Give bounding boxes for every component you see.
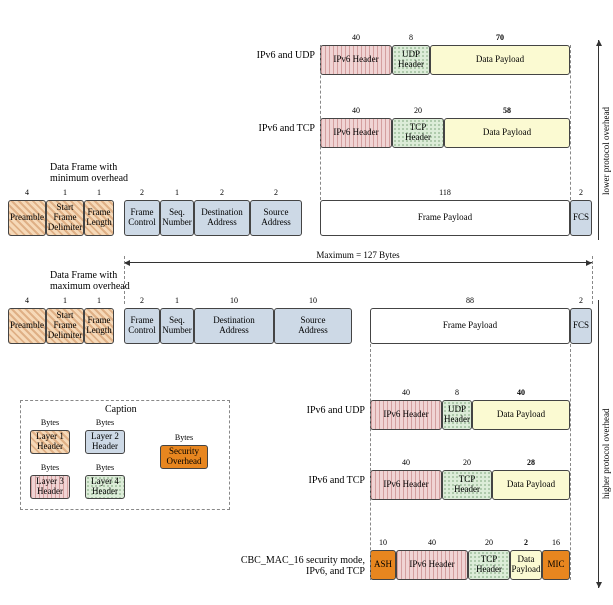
data-payload-bytes: 70 [430, 33, 570, 42]
mic-bytes: 16 [542, 538, 570, 547]
security-overhead: Security Overhead [160, 445, 208, 469]
source-address: Source Address [274, 308, 352, 344]
udp-header-bytes: 8 [442, 388, 472, 397]
dest-address: Destination Address [194, 308, 274, 344]
frame-payload: Frame Payload [370, 308, 570, 344]
tcp-header: TCP Header [442, 470, 492, 500]
frame-control-bytes: 2 [124, 188, 160, 197]
frame-payload: Frame Payload [320, 200, 570, 236]
overhead-axis-upper [598, 40, 599, 240]
source-address-bytes: 10 [274, 296, 352, 305]
data-payload: Data Payload [430, 45, 570, 75]
fcs-bytes: 2 [570, 188, 592, 197]
ipv6-header-bytes: 40 [320, 106, 392, 115]
preamble-bytes: 4 [8, 296, 46, 305]
frame-length: Frame Length [84, 308, 114, 344]
data-payload-bytes: 2 [510, 538, 542, 547]
data-payload: Data Payload [472, 400, 570, 430]
data-payload: Data Payload [510, 550, 542, 580]
tcp-header-bytes: 20 [468, 538, 510, 547]
frame-control: Frame Control [124, 200, 160, 236]
overhead-axis-label-upper: lower protocol overhead [601, 85, 611, 195]
row-label: CBC_MAC_16 security mode, IPv6, and TCP [205, 555, 365, 577]
section-title: Data Frame with minimum overhead [50, 162, 170, 184]
vertical-guide [570, 344, 571, 580]
fcs: FCS [570, 200, 592, 236]
data-payload-bytes: 28 [492, 458, 570, 467]
row-label: IPv6 and UDP [155, 50, 315, 61]
dest-address: Destination Address [194, 200, 250, 236]
ipv6-header-bytes: 40 [320, 33, 392, 42]
source-address: Source Address [250, 200, 302, 236]
row-label: IPv6 and TCP [155, 123, 315, 134]
data-payload: Data Payload [492, 470, 570, 500]
start-frame-delimiter: Start Frame Delimiter [46, 200, 84, 236]
seq-number: Seq. Number [160, 308, 194, 344]
layer4-header: Layer 4 Header [85, 475, 125, 499]
ash-bytes: 10 [370, 538, 396, 547]
max-bytes-label: Maximum = 127 Bytes [124, 250, 592, 260]
ipv6-header-bytes: 40 [370, 388, 442, 397]
ipv6-header: IPv6 Header [320, 118, 392, 148]
udp-header-bytes: 8 [392, 33, 430, 42]
layer1-header-bytes: Bytes [30, 418, 70, 427]
layer2-header-bytes: Bytes [85, 418, 125, 427]
ash: ASH [370, 550, 396, 580]
data-payload-bytes: 58 [444, 106, 570, 115]
preamble-bytes: 4 [8, 188, 46, 197]
tcp-header: TCP Header [468, 550, 510, 580]
ipv6-header: IPv6 Header [370, 470, 442, 500]
layer3-header: Layer 3 Header [30, 475, 70, 499]
frame-length-bytes: 1 [84, 188, 114, 197]
seq-number: Seq. Number [160, 200, 194, 236]
ipv6-header-bytes: 40 [370, 458, 442, 467]
ipv6-header: IPv6 Header [396, 550, 468, 580]
vertical-guide [370, 344, 371, 580]
ipv6-header: IPv6 Header [320, 45, 392, 75]
vertical-guide [570, 45, 571, 200]
caption-title: Caption [105, 404, 137, 415]
layer3-header-bytes: Bytes [30, 463, 70, 472]
tcp-header-bytes: 20 [392, 106, 444, 115]
frame-control-bytes: 2 [124, 296, 160, 305]
vertical-guide [320, 45, 321, 200]
dest-address-bytes: 10 [194, 296, 274, 305]
layer1-header: Layer 1 Header [30, 430, 70, 454]
frame-control: Frame Control [124, 308, 160, 344]
security-overhead-bytes: Bytes [160, 433, 208, 442]
frame-length: Frame Length [84, 200, 114, 236]
udp-header: UDP Header [392, 45, 430, 75]
data-payload-bytes: 40 [472, 388, 570, 397]
overhead-axis-label-lower: higher protocol overhead [601, 389, 611, 499]
ipv6-header-bytes: 40 [396, 538, 468, 547]
preamble: Preamble [8, 200, 46, 236]
fcs-bytes: 2 [570, 296, 592, 305]
tcp-header-bytes: 20 [442, 458, 492, 467]
frame-payload-bytes: 118 [320, 188, 570, 197]
start-frame-delimiter-bytes: 1 [46, 188, 84, 197]
preamble: Preamble [8, 308, 46, 344]
udp-header: UDP Header [442, 400, 472, 430]
section-title: Data Frame with maximum overhead [50, 270, 170, 292]
mic: MIC [542, 550, 570, 580]
layer2-header: Layer 2 Header [85, 430, 125, 454]
seq-number-bytes: 1 [160, 296, 194, 305]
overhead-axis-lower [598, 300, 599, 588]
tcp-header: TCP Header [392, 118, 444, 148]
frame-payload-bytes: 88 [370, 296, 570, 305]
start-frame-delimiter-bytes: 1 [46, 296, 84, 305]
seq-number-bytes: 1 [160, 188, 194, 197]
source-address-bytes: 2 [250, 188, 302, 197]
layer4-header-bytes: Bytes [85, 463, 125, 472]
dest-address-bytes: 2 [194, 188, 250, 197]
ipv6-header: IPv6 Header [370, 400, 442, 430]
data-payload: Data Payload [444, 118, 570, 148]
frame-length-bytes: 1 [84, 296, 114, 305]
fcs: FCS [570, 308, 592, 344]
max-bytes-span [124, 262, 592, 263]
start-frame-delimiter: Start Frame Delimiter [46, 308, 84, 344]
